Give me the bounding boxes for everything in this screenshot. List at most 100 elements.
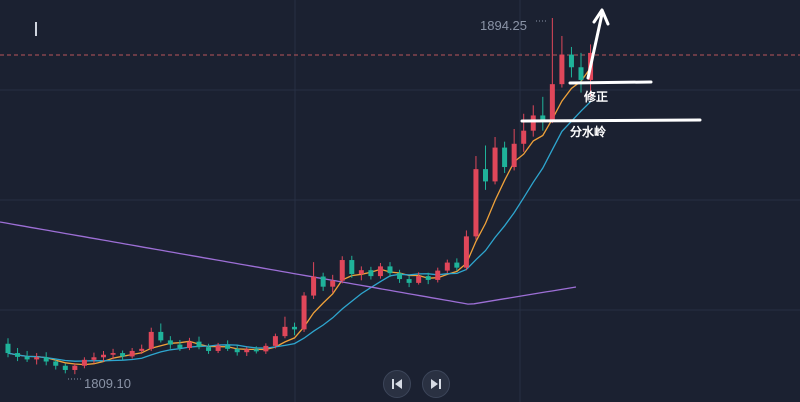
candle-body-2 bbox=[24, 356, 30, 360]
candle-body-43 bbox=[416, 276, 422, 283]
candle-body-58 bbox=[559, 54, 565, 85]
candle-47 bbox=[454, 258, 460, 272]
candle-body-57 bbox=[549, 84, 555, 121]
candle-52 bbox=[502, 141, 508, 173]
candle-body-21 bbox=[206, 347, 212, 351]
cursor-mark bbox=[35, 22, 37, 36]
candle-53 bbox=[511, 128, 517, 171]
candle-26 bbox=[253, 346, 259, 354]
candle-body-11 bbox=[110, 353, 116, 355]
candle-29 bbox=[282, 316, 288, 339]
candle-body-41 bbox=[397, 273, 403, 280]
candle-30 bbox=[292, 322, 297, 336]
watershed-line bbox=[520, 118, 702, 123]
candle-body-19 bbox=[186, 341, 192, 348]
candle-7 bbox=[72, 363, 78, 375]
candle-body-52 bbox=[502, 147, 508, 168]
candle-body-16 bbox=[158, 331, 164, 341]
candle-59 bbox=[568, 46, 574, 78]
skip-forward-icon bbox=[431, 379, 441, 389]
candle-49 bbox=[473, 156, 479, 240]
candle-40 bbox=[387, 262, 393, 277]
candle-body-42 bbox=[406, 279, 412, 283]
candle-5 bbox=[53, 358, 59, 370]
candle-4 bbox=[43, 352, 49, 366]
candle-body-25 bbox=[244, 349, 250, 353]
candle-body-18 bbox=[177, 344, 183, 348]
candle-body-12 bbox=[120, 353, 126, 357]
candle-body-3 bbox=[34, 357, 40, 360]
ma-fast-line bbox=[7, 67, 592, 366]
candle-8 bbox=[81, 357, 87, 369]
ma-long-line bbox=[0, 221, 577, 305]
candle-37 bbox=[358, 266, 364, 281]
candle-body-59 bbox=[568, 54, 574, 68]
candle-body-5 bbox=[53, 361, 59, 366]
candle-2 bbox=[24, 350, 30, 362]
candle-body-27 bbox=[263, 345, 269, 352]
candle-body-46 bbox=[444, 262, 450, 271]
candle-12 bbox=[120, 350, 126, 361]
candle-body-55 bbox=[530, 115, 536, 131]
candle-11 bbox=[110, 348, 116, 360]
candle-body-30 bbox=[292, 326, 297, 330]
candle-body-35 bbox=[339, 260, 345, 281]
candle-body-47 bbox=[454, 262, 460, 268]
candle-body-9 bbox=[91, 357, 97, 360]
candle-19 bbox=[186, 337, 192, 351]
candle-28 bbox=[272, 333, 278, 349]
prev-button[interactable] bbox=[383, 370, 411, 398]
candle-body-28 bbox=[272, 336, 278, 346]
candle-6 bbox=[62, 363, 68, 374]
candle-23 bbox=[225, 340, 231, 351]
candle-body-31 bbox=[301, 295, 307, 330]
candle-21 bbox=[206, 343, 212, 354]
candle-body-39 bbox=[377, 266, 383, 277]
candle-33 bbox=[320, 272, 326, 291]
candle-body-38 bbox=[368, 270, 374, 277]
candle-14 bbox=[139, 344, 145, 354]
candle-body-51 bbox=[492, 147, 498, 182]
candle-body-49 bbox=[473, 169, 479, 237]
candle-body-14 bbox=[139, 348, 145, 351]
skip-back-icon bbox=[392, 379, 402, 389]
candle-56 bbox=[540, 96, 546, 131]
candle-body-33 bbox=[320, 276, 326, 287]
candle-39 bbox=[377, 263, 383, 279]
candle-50 bbox=[483, 145, 488, 190]
candle-60 bbox=[578, 52, 584, 93]
candle-body-23 bbox=[225, 345, 231, 349]
candle-body-29 bbox=[282, 326, 288, 337]
candle-15 bbox=[148, 327, 154, 351]
candle-43 bbox=[416, 272, 422, 285]
candle-3 bbox=[34, 353, 40, 365]
candle-body-7 bbox=[72, 365, 78, 370]
candle-body-13 bbox=[129, 350, 135, 357]
annotation-xiuzheng: 修正 bbox=[584, 90, 609, 104]
candle-body-40 bbox=[387, 266, 393, 274]
candle-42 bbox=[406, 276, 412, 288]
candle-body-10 bbox=[101, 354, 106, 358]
correction-line bbox=[568, 80, 653, 85]
candles bbox=[5, 18, 594, 375]
low-price-label: 1809.10 bbox=[84, 376, 131, 391]
candle-22 bbox=[215, 342, 221, 354]
candle-51 bbox=[492, 137, 498, 185]
candle-10 bbox=[101, 350, 106, 362]
candle-18 bbox=[177, 339, 183, 351]
candle-body-24 bbox=[234, 348, 240, 353]
candle-body-60 bbox=[578, 67, 584, 80]
candle-36 bbox=[349, 255, 355, 278]
annotation-fenshuiling: 分水岭 bbox=[570, 125, 607, 139]
candle-1 bbox=[15, 347, 21, 362]
arrow-shaft bbox=[586, 12, 604, 80]
candle-25 bbox=[244, 347, 250, 357]
candle-body-26 bbox=[253, 349, 259, 352]
candle-38 bbox=[368, 266, 374, 280]
candle-body-0 bbox=[5, 343, 11, 354]
moving-averages bbox=[0, 67, 592, 366]
candle-body-36 bbox=[349, 260, 355, 274]
high-price-label: 1894.25 bbox=[480, 18, 527, 33]
next-button[interactable] bbox=[422, 370, 450, 398]
